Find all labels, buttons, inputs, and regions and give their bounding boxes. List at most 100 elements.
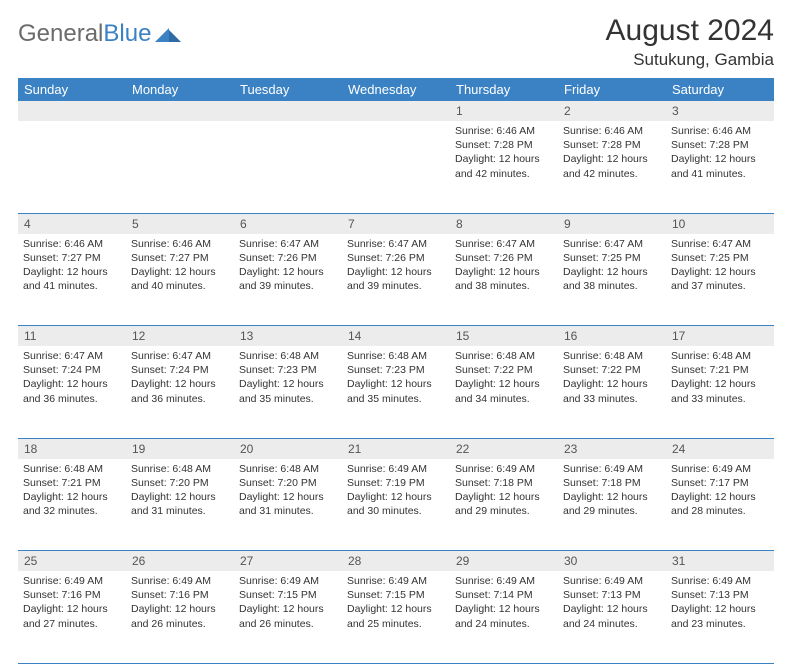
day-body-cell: Sunrise: 6:46 AMSunset: 7:28 PMDaylight:… <box>450 121 558 213</box>
day-details: Sunrise: 6:46 AMSunset: 7:28 PMDaylight:… <box>450 121 558 186</box>
weekday-header: Sunday <box>18 78 126 101</box>
sunset-line: Sunset: 7:26 PM <box>455 251 553 265</box>
sunset-line: Sunset: 7:26 PM <box>239 251 337 265</box>
day-number-cell: 8 <box>450 213 558 234</box>
day-number-cell <box>342 101 450 121</box>
sunset-line: Sunset: 7:23 PM <box>239 363 337 377</box>
daylight-line: Daylight: 12 hours and 24 minutes. <box>563 602 661 630</box>
day-number-cell: 2 <box>558 101 666 121</box>
day-details: Sunrise: 6:49 AMSunset: 7:16 PMDaylight:… <box>126 571 234 636</box>
day-number-cell <box>18 101 126 121</box>
sunset-line: Sunset: 7:17 PM <box>671 476 769 490</box>
sunrise-line: Sunrise: 6:49 AM <box>671 462 769 476</box>
sunrise-line: Sunrise: 6:47 AM <box>563 237 661 251</box>
title-block: August 2024 Sutukung, Gambia <box>606 14 774 70</box>
day-details: Sunrise: 6:48 AMSunset: 7:23 PMDaylight:… <box>234 346 342 411</box>
day-body-cell: Sunrise: 6:49 AMSunset: 7:13 PMDaylight:… <box>558 571 666 663</box>
day-body-cell <box>18 121 126 213</box>
sunrise-line: Sunrise: 6:46 AM <box>455 124 553 138</box>
daylight-line: Daylight: 12 hours and 38 minutes. <box>455 265 553 293</box>
day-number-cell: 22 <box>450 438 558 459</box>
month-title: August 2024 <box>606 14 774 48</box>
weekday-header: Monday <box>126 78 234 101</box>
day-number-cell: 16 <box>558 326 666 347</box>
day-body-cell: Sunrise: 6:46 AMSunset: 7:28 PMDaylight:… <box>666 121 774 213</box>
daylight-line: Daylight: 12 hours and 41 minutes. <box>671 152 769 180</box>
day-body-cell: Sunrise: 6:47 AMSunset: 7:24 PMDaylight:… <box>126 346 234 438</box>
daylight-line: Daylight: 12 hours and 23 minutes. <box>671 602 769 630</box>
logo-mark-icon <box>155 24 181 44</box>
sunrise-line: Sunrise: 6:49 AM <box>455 574 553 588</box>
sunset-line: Sunset: 7:20 PM <box>131 476 229 490</box>
day-details: Sunrise: 6:46 AMSunset: 7:28 PMDaylight:… <box>558 121 666 186</box>
sunset-line: Sunset: 7:16 PM <box>131 588 229 602</box>
day-number-cell: 28 <box>342 551 450 572</box>
sunset-line: Sunset: 7:22 PM <box>563 363 661 377</box>
day-body-cell: Sunrise: 6:48 AMSunset: 7:23 PMDaylight:… <box>342 346 450 438</box>
day-body-cell: Sunrise: 6:47 AMSunset: 7:25 PMDaylight:… <box>558 234 666 326</box>
sunset-line: Sunset: 7:22 PM <box>455 363 553 377</box>
day-body-cell: Sunrise: 6:49 AMSunset: 7:16 PMDaylight:… <box>18 571 126 663</box>
sunset-line: Sunset: 7:25 PM <box>671 251 769 265</box>
sunset-line: Sunset: 7:21 PM <box>23 476 121 490</box>
logo-text-blue: Blue <box>103 20 151 48</box>
logo: GeneralBlue <box>18 14 181 48</box>
day-number-cell: 7 <box>342 213 450 234</box>
day-number-row: 45678910 <box>18 213 774 234</box>
day-number-cell: 6 <box>234 213 342 234</box>
day-body-cell <box>342 121 450 213</box>
day-number-cell <box>234 101 342 121</box>
sunrise-line: Sunrise: 6:49 AM <box>347 462 445 476</box>
weekday-header: Thursday <box>450 78 558 101</box>
sunset-line: Sunset: 7:27 PM <box>23 251 121 265</box>
day-details: Sunrise: 6:47 AMSunset: 7:26 PMDaylight:… <box>234 234 342 299</box>
sunset-line: Sunset: 7:27 PM <box>131 251 229 265</box>
day-number-cell: 30 <box>558 551 666 572</box>
day-details: Sunrise: 6:48 AMSunset: 7:22 PMDaylight:… <box>450 346 558 411</box>
daylight-line: Daylight: 12 hours and 39 minutes. <box>239 265 337 293</box>
sunrise-line: Sunrise: 6:49 AM <box>239 574 337 588</box>
day-details: Sunrise: 6:48 AMSunset: 7:23 PMDaylight:… <box>342 346 450 411</box>
day-details: Sunrise: 6:47 AMSunset: 7:25 PMDaylight:… <box>558 234 666 299</box>
day-body-cell: Sunrise: 6:48 AMSunset: 7:20 PMDaylight:… <box>234 459 342 551</box>
day-details: Sunrise: 6:48 AMSunset: 7:21 PMDaylight:… <box>18 459 126 524</box>
weekday-header-row: SundayMondayTuesdayWednesdayThursdayFrid… <box>18 78 774 101</box>
sunset-line: Sunset: 7:18 PM <box>455 476 553 490</box>
sunrise-line: Sunrise: 6:49 AM <box>455 462 553 476</box>
day-body-cell: Sunrise: 6:49 AMSunset: 7:14 PMDaylight:… <box>450 571 558 663</box>
sunrise-line: Sunrise: 6:48 AM <box>563 349 661 363</box>
day-number-cell: 5 <box>126 213 234 234</box>
daylight-line: Daylight: 12 hours and 31 minutes. <box>131 490 229 518</box>
daylight-line: Daylight: 12 hours and 35 minutes. <box>239 377 337 405</box>
sunrise-line: Sunrise: 6:48 AM <box>455 349 553 363</box>
day-details: Sunrise: 6:47 AMSunset: 7:24 PMDaylight:… <box>126 346 234 411</box>
day-number-cell: 10 <box>666 213 774 234</box>
daylight-line: Daylight: 12 hours and 33 minutes. <box>671 377 769 405</box>
day-details: Sunrise: 6:49 AMSunset: 7:16 PMDaylight:… <box>18 571 126 636</box>
sunset-line: Sunset: 7:16 PM <box>23 588 121 602</box>
day-details: Sunrise: 6:49 AMSunset: 7:19 PMDaylight:… <box>342 459 450 524</box>
sunrise-line: Sunrise: 6:47 AM <box>239 237 337 251</box>
daylight-line: Daylight: 12 hours and 36 minutes. <box>131 377 229 405</box>
sunset-line: Sunset: 7:23 PM <box>347 363 445 377</box>
sunset-line: Sunset: 7:20 PM <box>239 476 337 490</box>
day-details: Sunrise: 6:46 AMSunset: 7:27 PMDaylight:… <box>126 234 234 299</box>
sunrise-line: Sunrise: 6:49 AM <box>23 574 121 588</box>
day-number-cell <box>126 101 234 121</box>
weekday-header: Wednesday <box>342 78 450 101</box>
sunrise-line: Sunrise: 6:49 AM <box>563 462 661 476</box>
day-details: Sunrise: 6:47 AMSunset: 7:25 PMDaylight:… <box>666 234 774 299</box>
sunset-line: Sunset: 7:14 PM <box>455 588 553 602</box>
sunset-line: Sunset: 7:13 PM <box>563 588 661 602</box>
day-details: Sunrise: 6:49 AMSunset: 7:13 PMDaylight:… <box>666 571 774 636</box>
day-body-cell: Sunrise: 6:46 AMSunset: 7:27 PMDaylight:… <box>18 234 126 326</box>
day-number-cell: 9 <box>558 213 666 234</box>
sunrise-line: Sunrise: 6:46 AM <box>671 124 769 138</box>
day-body-cell: Sunrise: 6:47 AMSunset: 7:24 PMDaylight:… <box>18 346 126 438</box>
day-body-cell <box>126 121 234 213</box>
sunrise-line: Sunrise: 6:47 AM <box>131 349 229 363</box>
day-number-cell: 29 <box>450 551 558 572</box>
daylight-line: Daylight: 12 hours and 37 minutes. <box>671 265 769 293</box>
daylight-line: Daylight: 12 hours and 35 minutes. <box>347 377 445 405</box>
day-number-cell: 27 <box>234 551 342 572</box>
